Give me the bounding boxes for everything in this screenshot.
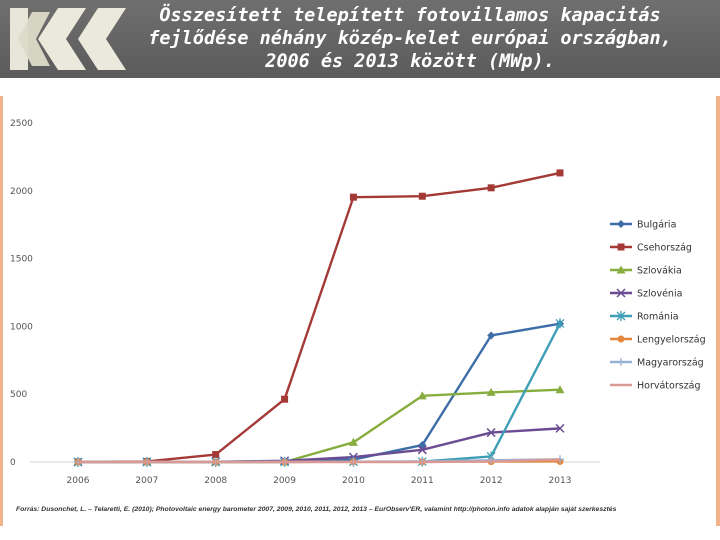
data-point xyxy=(486,387,496,396)
data-point xyxy=(486,428,496,438)
data-point xyxy=(487,184,495,192)
chart-panel-right-border xyxy=(716,96,720,526)
legend-swatch-marker xyxy=(617,243,625,251)
legend-label: Bulgária xyxy=(637,220,676,231)
data-point xyxy=(212,451,220,459)
legend-item: Csehország xyxy=(610,243,692,254)
legend-swatch-marker xyxy=(616,265,626,274)
legend-label: Románia xyxy=(637,312,679,323)
series-line xyxy=(78,388,561,464)
data-point xyxy=(281,395,289,403)
x-tick-label: 2009 xyxy=(273,476,296,486)
series-line xyxy=(77,171,561,464)
series-line xyxy=(78,458,561,464)
legend-label: Szlovákia xyxy=(637,266,682,277)
data-point xyxy=(556,169,564,177)
legend-label: Magyarország xyxy=(637,358,704,369)
data-point xyxy=(417,445,427,455)
legend-swatch-marker xyxy=(617,335,625,343)
data-point xyxy=(555,318,565,329)
x-tick-label: 2011 xyxy=(411,476,434,486)
legend-label: Lengyelország xyxy=(637,335,706,346)
series-group xyxy=(78,458,561,464)
legend-label: Csehország xyxy=(637,243,692,254)
legend-item: Bulgária xyxy=(610,220,676,231)
source-note: Forrás: Dusonchet, L. – Telaretti, E. (2… xyxy=(16,506,617,513)
slide-title-line: 2006 és 2013 között (MWp). xyxy=(265,51,555,72)
legend-swatch-marker xyxy=(616,288,626,298)
y-tick-label: 2000 xyxy=(10,187,33,197)
data-point xyxy=(418,192,426,200)
y-tick-label: 1500 xyxy=(10,255,33,265)
data-point xyxy=(417,391,427,400)
x-tick-label: 2007 xyxy=(135,476,158,486)
legend-swatch-marker xyxy=(617,220,625,228)
legend-item: Magyarország xyxy=(610,358,704,369)
slide-title-line: Összesített telepített fotovillamos kapa… xyxy=(159,5,661,26)
chart-panel-left-border xyxy=(0,96,3,526)
slide-title: Összesített telepített fotovillamos kapa… xyxy=(110,4,710,73)
brand-logo xyxy=(10,8,126,70)
data-point xyxy=(487,331,496,340)
legend-item: Horvátország xyxy=(610,381,701,392)
y-tick-label: 1000 xyxy=(10,322,33,332)
data-point xyxy=(349,193,357,201)
y-tick-label: 500 xyxy=(10,390,27,400)
legend-label: Horvátország xyxy=(637,381,701,392)
y-tick-label: 0 xyxy=(10,458,16,468)
slide-header: Összesített telepített fotovillamos kapa… xyxy=(0,0,720,78)
data-point xyxy=(348,437,358,446)
slide-title-line: fejlődése néhány közép-kelet európai ors… xyxy=(148,28,672,49)
x-tick-label: 2006 xyxy=(67,476,90,486)
line-chart: 0 500 1000 1500 2000 2500 2006 2007 2008 2009 2010… xyxy=(10,119,706,486)
series-group xyxy=(74,169,564,466)
legend-swatch-marker xyxy=(617,358,625,366)
data-point xyxy=(555,423,565,433)
x-tick-label: 2012 xyxy=(480,476,503,486)
legend-label: Szlovénia xyxy=(637,289,682,300)
legend-item: Lengyelország xyxy=(610,335,706,346)
legend-item: Románia xyxy=(610,311,679,323)
data-point xyxy=(555,385,565,394)
legend-swatch-marker xyxy=(616,311,626,321)
legend-item: Szlovákia xyxy=(610,265,682,277)
x-tick-label: 2008 xyxy=(204,476,227,486)
y-tick-label: 2500 xyxy=(10,119,33,129)
legend-item: Szlovénia xyxy=(610,288,682,300)
x-tick-label: 2013 xyxy=(549,476,572,486)
x-tick-label: 2010 xyxy=(342,476,365,486)
